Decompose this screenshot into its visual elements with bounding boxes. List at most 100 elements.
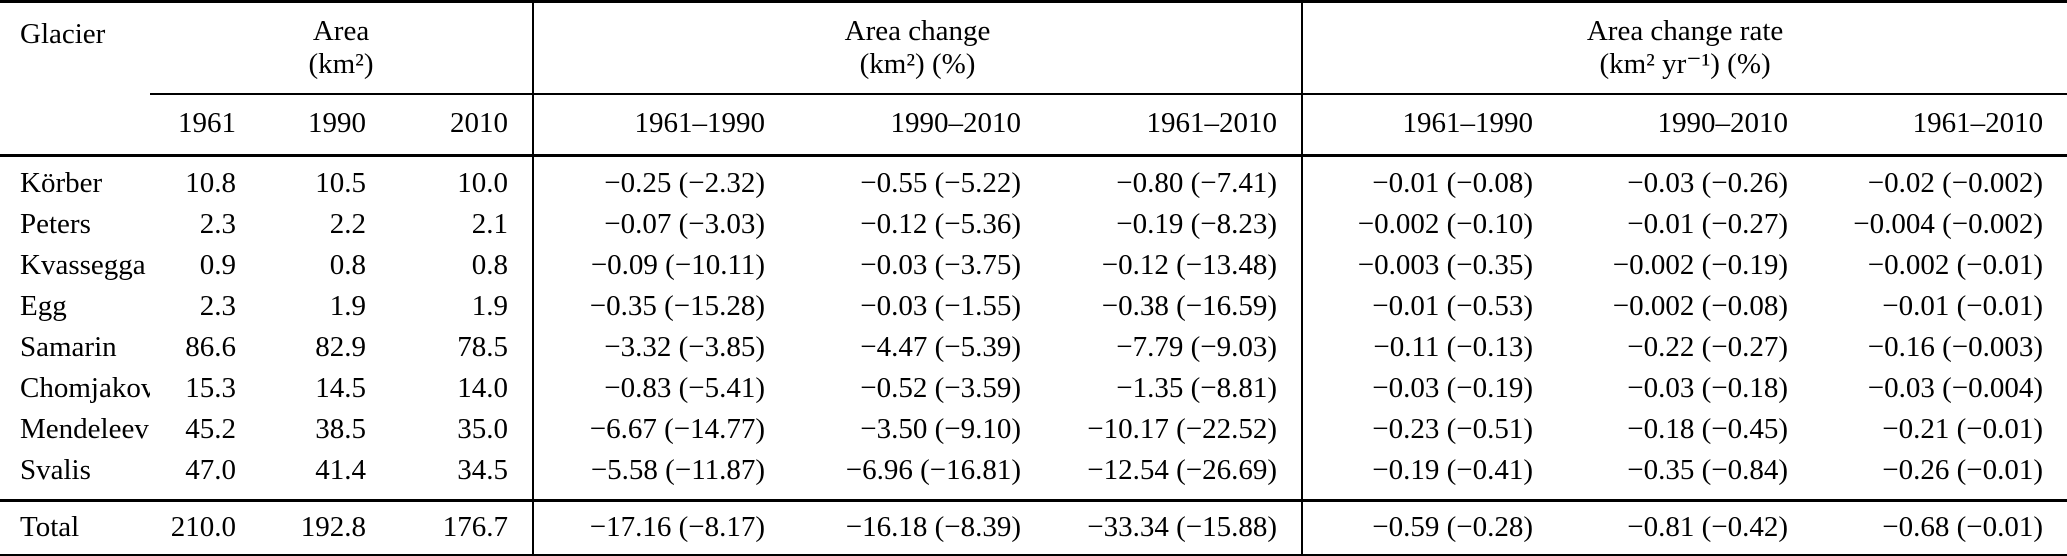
group-area-change-unit: (km²) (%)	[859, 48, 976, 80]
cell-area-1990: 192.8	[260, 499, 390, 556]
group-area-change-label: Area change	[844, 15, 991, 47]
cell-area-1961: 210.0	[150, 499, 260, 556]
cell-rate-1961-1990: −0.01 (−0.53)	[1301, 286, 1558, 327]
cell-rate-1961-2010: −0.02 (−0.002)	[1867, 167, 2044, 199]
group-header-area-change: Area change (km²) (%)	[532, 0, 1303, 95]
cell-change-1961-1990: −17.16 (−8.17)	[532, 499, 790, 556]
cell-rate-1990-2010: −0.22 (−0.27)	[1627, 331, 1789, 363]
total-row: Total 210.0 192.8 176.7 −17.16 (−8.17) −…	[0, 499, 2067, 556]
cell-glacier: Total	[0, 499, 150, 556]
cell-rate-1990-2010: −0.18 (−0.45)	[1627, 413, 1789, 445]
cell-area-1961: 2.3	[199, 208, 236, 240]
col-header-area-1990: 1990	[260, 94, 390, 157]
cell-change-1961-2010: −33.34 (−15.88)	[1045, 499, 1303, 556]
cell-area-1961: 10.8	[185, 167, 236, 199]
cell-glacier: Chomjakov	[20, 372, 150, 404]
cell-rate-1990-2010: −0.03 (−0.26)	[1627, 167, 1789, 199]
cell-change-1990-2010: −16.18 (−8.39)	[789, 499, 1046, 556]
col-header-rate-1961-1990: 1961–1990	[1301, 94, 1558, 157]
group-header-area: Area (km²)	[150, 0, 534, 95]
cell-change-1961-1990: −5.58 (−11.87)	[532, 450, 790, 501]
cell-area-2010: 34.5	[457, 454, 509, 486]
cell-rate-1961-2010: −0.68 (−0.01)	[1812, 499, 2067, 556]
cell-change-1961-2010: −0.38 (−16.59)	[1101, 290, 1278, 322]
col-header-change-1990-2010: 1990–2010	[789, 94, 1046, 157]
cell-rate-1961-2010: −0.21 (−0.01)	[1882, 413, 2044, 445]
cell-area-2010: 10.0	[457, 167, 509, 199]
cell-glacier: Körber	[20, 167, 103, 199]
cell-rate-1990-2010: −0.002 (−0.19)	[1612, 249, 1789, 281]
cell-change-1990-2010: −0.55 (−5.22)	[860, 167, 1022, 199]
cell-change-1961-2010: −10.17 (−22.52)	[1087, 413, 1278, 445]
cell-area-1961: 47.0	[185, 454, 236, 486]
group-area-change-rate-label: Area change rate	[1586, 15, 1784, 47]
cell-glacier: Samarin	[20, 331, 117, 363]
col-header-change-1961-1990: 1961–1990	[532, 94, 790, 157]
col-header-rate-1990-2010: 1990–2010	[1557, 94, 1813, 157]
cell-change-1990-2010: −0.12 (−5.36)	[860, 208, 1022, 240]
cell-change-1990-2010: −0.03 (−1.55)	[860, 290, 1022, 322]
table-row: Samarin 86.6 82.9 78.5 −3.32 (−3.85) −4.…	[0, 327, 2067, 368]
cell-change-1961-1990: −0.09 (−10.11)	[532, 245, 790, 286]
cell-area-1961: 2.3	[199, 290, 236, 322]
cell-glacier: Mendeleev	[20, 413, 149, 445]
cell-area-1990: 41.4	[315, 454, 366, 486]
table-row: Mendeleev 45.2 38.5 35.0 −6.67 (−14.77) …	[0, 409, 2067, 450]
cell-rate-1990-2010: −0.03 (−0.18)	[1627, 372, 1789, 404]
cell-rate-1961-1990: −0.11 (−0.13)	[1301, 327, 1558, 368]
table-row: Chomjakov 15.3 14.5 14.0 −0.83 (−5.41) −…	[0, 368, 2067, 409]
header-group-row: Glacier Area (km²) Area change (km²) (%)…	[0, 0, 2067, 157]
group-area-unit: (km²)	[308, 48, 374, 80]
table-row: Kvassegga 0.9 0.8 0.8 −0.09 (−10.11) −0.…	[0, 245, 2067, 286]
cell-rate-1990-2010: −0.01 (−0.27)	[1627, 208, 1789, 240]
cell-area-2010: 35.0	[457, 413, 509, 445]
cell-area-2010: 78.5	[457, 331, 509, 363]
cell-area-1990: 1.9	[329, 290, 366, 322]
cell-change-1961-2010: −1.35 (−8.81)	[1116, 372, 1278, 404]
header-year-row: 1961 1990 2010 1961–1990 1990–2010 1961–…	[0, 94, 2067, 157]
cell-change-1990-2010: −4.47 (−5.39)	[860, 331, 1022, 363]
cell-rate-1961-1990: −0.23 (−0.51)	[1301, 409, 1558, 450]
cell-change-1961-2010: −0.80 (−7.41)	[1116, 167, 1278, 199]
cell-area-1961: 15.3	[185, 372, 236, 404]
cell-glacier: Svalis	[20, 454, 91, 486]
cell-area-1961: 0.9	[199, 249, 236, 281]
cell-area-2010: 2.1	[471, 208, 509, 240]
table-row: Svalis 47.0 41.4 34.5 −5.58 (−11.87) −6.…	[0, 450, 2067, 501]
cell-rate-1961-1990: −0.59 (−0.28)	[1301, 499, 1558, 556]
cell-area-1990: 0.8	[329, 249, 366, 281]
cell-rate-1990-2010: −0.35 (−0.84)	[1627, 454, 1789, 486]
col-header-rate-1961-2010: 1961–2010	[1812, 94, 2067, 157]
cell-change-1961-1990: −0.25 (−2.32)	[532, 155, 790, 204]
cell-area-1990: 2.2	[329, 208, 366, 240]
col-header-area-1961: 1961	[150, 94, 260, 157]
cell-change-1961-1990: −0.35 (−15.28)	[532, 286, 790, 327]
cell-area-1990: 10.5	[315, 167, 366, 199]
cell-area-1990: 82.9	[315, 331, 366, 363]
cell-rate-1961-1990: −0.002 (−0.10)	[1301, 204, 1558, 245]
cell-rate-1961-2010: −0.004 (−0.002)	[1853, 208, 2044, 240]
cell-area-1961: 86.6	[185, 331, 236, 363]
col-header-glacier: Glacier	[0, 0, 150, 157]
cell-rate-1961-2010: −0.01 (−0.01)	[1882, 290, 2044, 322]
group-area-change-rate-unit: (km² yr⁻¹) (%)	[1599, 48, 1771, 80]
table-row: Peters 2.3 2.2 2.1 −0.07 (−3.03) −0.12 (…	[0, 204, 2067, 245]
cell-rate-1961-2010: −0.16 (−0.003)	[1867, 331, 2044, 363]
cell-glacier: Peters	[20, 208, 91, 240]
table-row: Egg 2.3 1.9 1.9 −0.35 (−15.28) −0.03 (−1…	[0, 286, 2067, 327]
cell-rate-1961-1990: −0.03 (−0.19)	[1301, 368, 1558, 409]
cell-rate-1961-1990: −0.19 (−0.41)	[1301, 450, 1558, 501]
cell-rate-1990-2010: −0.81 (−0.42)	[1557, 499, 1813, 556]
cell-area-2010: 14.0	[457, 372, 509, 404]
cell-change-1990-2010: −6.96 (−16.81)	[845, 454, 1022, 486]
cell-glacier: Kvassegga	[20, 249, 146, 281]
cell-change-1961-1990: −3.32 (−3.85)	[532, 327, 790, 368]
cell-rate-1961-1990: −0.003 (−0.35)	[1301, 245, 1558, 286]
cell-area-2010: 0.8	[471, 249, 509, 281]
table-row: Körber 10.8 10.5 10.0 −0.25 (−2.32) −0.5…	[0, 155, 2067, 204]
group-header-area-change-rate: Area change rate (km² yr⁻¹) (%)	[1301, 0, 2067, 95]
cell-glacier: Egg	[20, 290, 67, 322]
group-area-label: Area	[312, 15, 370, 47]
